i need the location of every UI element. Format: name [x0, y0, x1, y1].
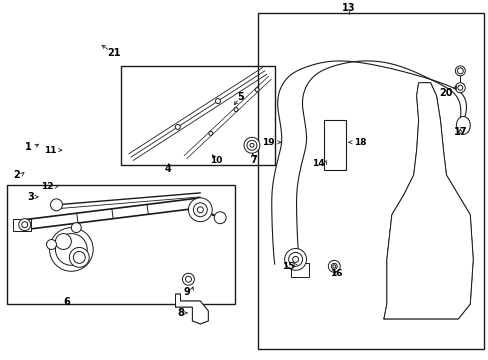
Circle shape — [244, 137, 259, 153]
Circle shape — [188, 198, 212, 222]
Polygon shape — [175, 294, 208, 324]
Circle shape — [193, 203, 207, 217]
Text: 9: 9 — [183, 287, 190, 297]
Circle shape — [21, 222, 28, 228]
Circle shape — [327, 260, 340, 272]
Text: 17: 17 — [453, 127, 466, 138]
Text: 4: 4 — [164, 164, 171, 174]
Text: 7: 7 — [250, 155, 257, 165]
Text: 5: 5 — [237, 92, 244, 102]
Circle shape — [19, 219, 31, 231]
Circle shape — [288, 252, 302, 266]
Text: 10: 10 — [210, 156, 222, 165]
Text: 13: 13 — [342, 3, 355, 13]
Circle shape — [284, 248, 306, 270]
Circle shape — [457, 85, 462, 90]
Bar — [257, 13, 483, 349]
Circle shape — [249, 143, 253, 147]
Text: 19: 19 — [262, 138, 274, 147]
Circle shape — [175, 125, 180, 130]
Circle shape — [55, 234, 71, 249]
Text: 14: 14 — [311, 159, 324, 168]
Circle shape — [182, 273, 194, 285]
Circle shape — [454, 66, 464, 76]
Bar — [324, 121, 346, 170]
Circle shape — [456, 68, 462, 74]
Text: 21: 21 — [107, 48, 121, 58]
Circle shape — [234, 108, 238, 112]
Text: 15: 15 — [282, 262, 294, 271]
Circle shape — [214, 212, 225, 224]
Ellipse shape — [455, 117, 469, 134]
Bar — [13, 219, 31, 231]
Text: 8: 8 — [177, 308, 183, 318]
Circle shape — [55, 234, 87, 265]
Circle shape — [49, 228, 93, 271]
Circle shape — [71, 223, 81, 233]
Circle shape — [69, 247, 89, 267]
Circle shape — [185, 276, 191, 282]
Bar — [121, 66, 274, 165]
Circle shape — [197, 207, 203, 213]
Circle shape — [332, 265, 335, 268]
Bar — [7, 185, 235, 304]
Text: 11: 11 — [44, 146, 56, 155]
Polygon shape — [383, 83, 472, 319]
Text: 6: 6 — [63, 297, 70, 307]
Circle shape — [73, 251, 85, 264]
Text: 16: 16 — [329, 269, 342, 278]
Circle shape — [331, 264, 337, 269]
Circle shape — [292, 256, 298, 262]
Text: 1: 1 — [25, 142, 32, 152]
Circle shape — [454, 83, 464, 93]
Bar — [290, 264, 308, 277]
Circle shape — [50, 199, 62, 211]
Circle shape — [246, 140, 256, 150]
Text: 2: 2 — [13, 170, 20, 180]
Circle shape — [215, 99, 220, 104]
Circle shape — [208, 131, 212, 135]
Text: 18: 18 — [353, 138, 366, 147]
Circle shape — [255, 88, 259, 92]
Text: 12: 12 — [41, 183, 53, 192]
Circle shape — [46, 239, 56, 249]
Text: 20: 20 — [439, 88, 452, 98]
Text: 3: 3 — [27, 192, 34, 202]
